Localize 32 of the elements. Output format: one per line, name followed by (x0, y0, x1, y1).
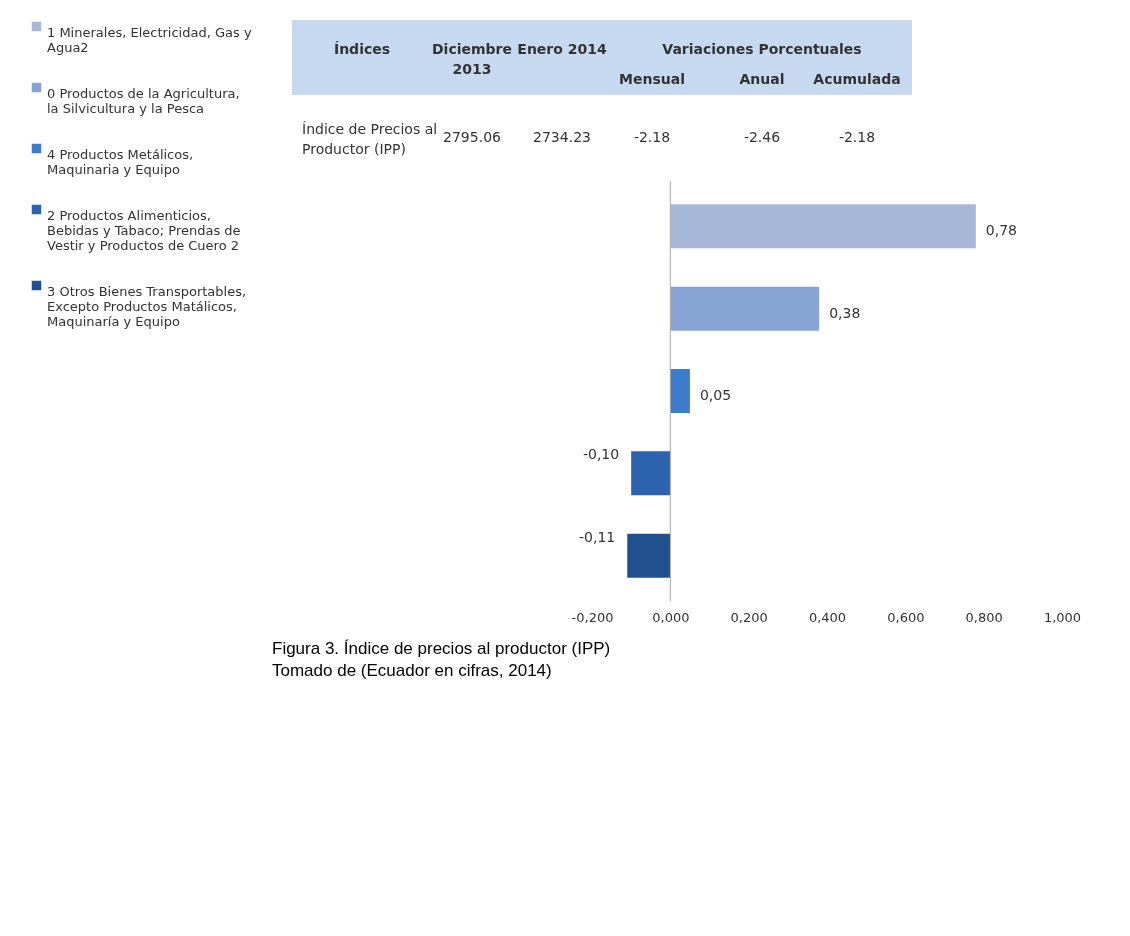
x-tick-label: 0,200 (730, 609, 768, 625)
x-tick-label: 0,000 (652, 609, 690, 625)
x-tick-label: 0,800 (965, 609, 1003, 625)
x-tick-label: -0,200 (571, 609, 614, 625)
legend-label: 0 Productos de la Agricultura, la Silvicultura y la Pesca (47, 85, 240, 116)
text: 2734.23 (533, 129, 591, 145)
x-tick-label: 0,400 (808, 609, 847, 625)
text: -2.46 (743, 129, 781, 145)
text: Índice de Precios al Productor (IPP) (302, 121, 438, 157)
legend-label: 3 Otros Bienes Transportables, Excepto Productos Matálicos, Maquinaría y Equipo (47, 283, 247, 329)
x-tick-label: 1,000 (1043, 609, 1082, 625)
text: Tomado de (Ecuador en cifras, 2014) (272, 661, 552, 680)
data-label: 0,78 (985, 222, 1018, 239)
x-tick-label: 0,600 (887, 609, 925, 625)
text: Diciembre 2013 (431, 41, 513, 77)
legend-label: 2 Productos Alimenticios, Bebidas y Tabaco; Prendas de Vestir y Productos de Cuero 2 (47, 207, 241, 253)
text: Enero 2014 (517, 41, 607, 57)
text: 2795.06 (443, 129, 502, 145)
data-label: 0,05 (699, 387, 732, 403)
text: Figura 3. Índice de precios al productor (IPP) (272, 639, 611, 658)
text: Variaciones Porcentuales (662, 41, 862, 57)
legend-label: 1 Minerales, Electricidad, Gas y Agua2 (47, 24, 252, 55)
data-label: -0,10 (582, 446, 620, 463)
data-label: 0,38 (829, 304, 861, 321)
data-label: -0,11 (579, 528, 616, 545)
text: Índices (333, 41, 391, 57)
text: Acumulada (813, 71, 901, 87)
text: Mensual (619, 71, 685, 87)
text: Anual (739, 71, 785, 87)
legend-label: 4 Productos Metálicos, Maquinaria y Equipo (47, 146, 194, 177)
text: -2.18 (633, 129, 671, 145)
text: -2.18 (838, 129, 876, 145)
